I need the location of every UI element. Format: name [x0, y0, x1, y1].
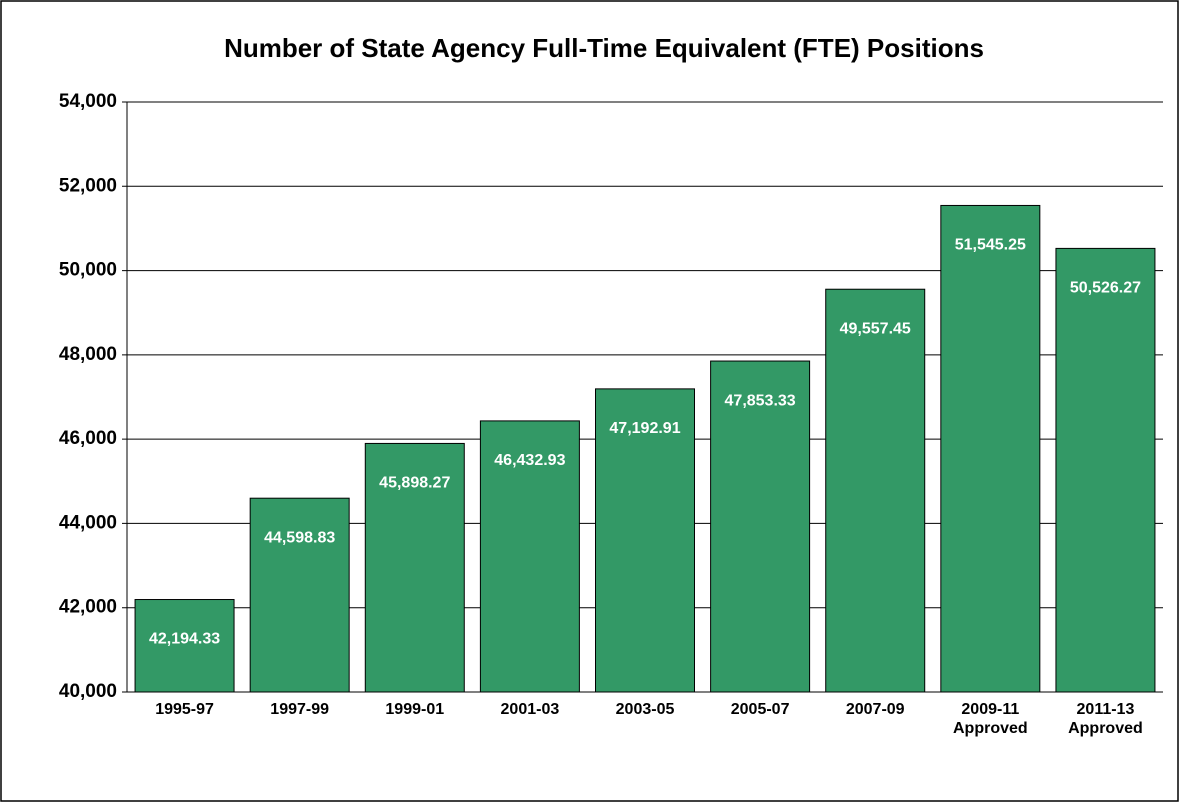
bar [825, 288, 926, 693]
value-label: 47,853.33 [725, 392, 796, 409]
bar [479, 420, 580, 693]
bar [249, 497, 350, 693]
bar [710, 360, 811, 693]
y-tick-label: 48,000 [59, 344, 117, 365]
x-tick-label: 2005-07 [730, 701, 790, 718]
x-tick-label: 1995-97 [155, 701, 214, 718]
y-tick-label: 52,000 [59, 175, 117, 196]
value-label: 49,557.45 [840, 320, 911, 337]
x-tick-label: 1997-99 [270, 701, 330, 718]
value-label: 50,526.27 [1070, 280, 1141, 297]
bar [595, 388, 695, 693]
y-tick-label: 50,000 [59, 260, 117, 281]
y-tick-label: 44,000 [59, 512, 117, 533]
value-label: 44,598.83 [264, 529, 335, 546]
bar [364, 442, 465, 693]
x-tick-label: 2009-11 Approved [952, 701, 1028, 737]
bar [940, 204, 1041, 693]
value-label: 42,194.33 [149, 631, 220, 648]
bar [134, 599, 235, 693]
x-tick-label: 2007-09 [845, 701, 905, 718]
x-tick-label: 2003-05 [615, 701, 675, 718]
y-tick-label: 40,000 [59, 681, 117, 702]
y-tick-label: 54,000 [59, 91, 117, 112]
x-tick-label: 1999-01 [385, 701, 445, 718]
value-label: 45,898.27 [379, 475, 450, 492]
value-label: 46,432.93 [494, 452, 565, 469]
x-tick-label: 2001-03 [500, 701, 560, 718]
bar [1055, 247, 1156, 693]
y-tick-label: 46,000 [59, 428, 117, 449]
chart-title: Number of State Agency Full-Time Equival… [224, 33, 984, 63]
y-tick-label: 42,000 [59, 597, 117, 618]
value-label: 51,545.25 [955, 237, 1026, 254]
x-tick-label: 2011-13 Approved [1068, 701, 1143, 737]
value-label: 47,192.91 [609, 420, 680, 437]
